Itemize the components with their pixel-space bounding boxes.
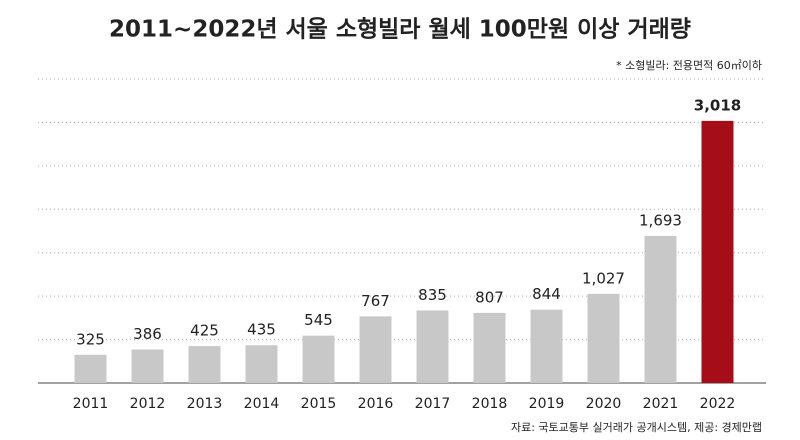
bar — [245, 345, 278, 383]
bar — [74, 354, 107, 383]
bar — [131, 349, 164, 383]
x-tick-label: 2016 — [358, 396, 394, 412]
value-label: 3,018 — [694, 96, 741, 114]
value-label: 425 — [190, 322, 219, 340]
x-tick-label: 2019 — [529, 396, 565, 412]
chart-title: 2011~2022년 서울 소형빌라 월세 100만원 이상 거래량 — [109, 17, 691, 43]
x-tick-label: 2020 — [586, 396, 622, 412]
value-label: 386 — [133, 325, 162, 343]
note: * 소형빌라: 전용면적 60㎡이하 — [616, 58, 762, 72]
bar — [587, 293, 620, 383]
bar — [188, 346, 221, 383]
source: 자료: 국토교통부 실거래가 공개시스템, 제공: 경제만랩 — [511, 421, 762, 434]
x-tick-label: 2013 — [187, 396, 223, 412]
bar — [302, 335, 335, 383]
bar — [416, 310, 449, 383]
x-tick-label: 2018 — [472, 396, 508, 412]
value-label: 1,027 — [582, 269, 625, 287]
x-tick-label: 2022 — [700, 396, 736, 412]
x-tick-label: 2011 — [73, 396, 109, 412]
value-label: 767 — [361, 292, 390, 310]
x-tick-label: 2012 — [130, 396, 166, 412]
x-tick-label: 2015 — [301, 396, 337, 412]
bar — [701, 120, 734, 383]
x-tick-label: 2014 — [244, 396, 280, 412]
value-label: 807 — [475, 288, 504, 306]
bar — [644, 235, 677, 383]
bar — [359, 316, 392, 383]
bar — [473, 312, 506, 383]
value-label: 325 — [76, 330, 105, 348]
bar — [530, 309, 563, 383]
value-label: 844 — [532, 285, 561, 303]
x-tick-label: 2017 — [415, 396, 451, 412]
value-label: 835 — [418, 286, 447, 304]
x-tick-label: 2021 — [643, 396, 679, 412]
value-label: 545 — [304, 311, 333, 329]
value-label: 1,693 — [639, 211, 682, 229]
value-label: 435 — [247, 321, 276, 339]
